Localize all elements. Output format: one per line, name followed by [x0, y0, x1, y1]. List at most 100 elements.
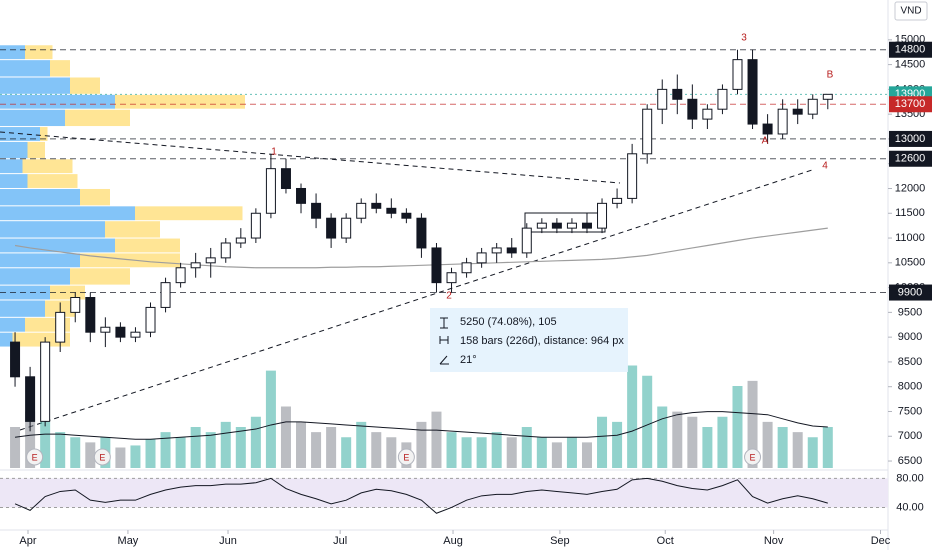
y-tick-label: 8500: [898, 356, 922, 368]
volume-bar: [597, 416, 608, 468]
profile-up: [0, 45, 25, 60]
candle-body: [431, 247, 442, 284]
candle-body: [687, 98, 698, 120]
wave-label: B: [827, 70, 834, 81]
volume-bar: [566, 437, 577, 468]
x-tick-label: Dec: [871, 535, 891, 547]
rsi-band: [0, 478, 888, 508]
candle-body: [446, 272, 457, 284]
y-tick-label: 9000: [898, 331, 922, 343]
x-tick-label: Nov: [764, 535, 784, 547]
candle-body: [371, 202, 382, 209]
candle-body: [145, 306, 156, 333]
volume-bar: [702, 427, 713, 468]
rsi-tick-label: 40.00: [896, 501, 924, 513]
event-marker: [93, 448, 111, 466]
volume-bar: [265, 370, 276, 468]
volume-bar: [70, 437, 81, 468]
volume-bar: [40, 421, 51, 468]
candle-body: [476, 252, 487, 264]
price-axis: VND 650070007500800085009000950010000105…: [888, 1, 932, 467]
wave-label: A: [762, 136, 769, 147]
candle-body: [175, 267, 186, 284]
candle-body: [672, 88, 683, 100]
profile-up: [0, 206, 135, 221]
x-tick-label: Jul: [333, 535, 347, 547]
candle-body: [566, 222, 577, 229]
candle-body: [807, 98, 818, 115]
profile-up: [0, 188, 80, 206]
candle-body: [100, 326, 111, 333]
profile-down: [115, 238, 180, 253]
y-tick-label: 7000: [898, 430, 922, 442]
profile-up: [0, 221, 105, 238]
volume-bar: [55, 432, 66, 468]
wave-label: 1: [271, 147, 277, 158]
candle-body: [280, 168, 291, 189]
x-tick-label: May: [118, 535, 139, 547]
profile-up: [0, 174, 28, 188]
profile-up: [0, 60, 50, 77]
trend-line: [19, 169, 813, 431]
profile-up: [0, 141, 28, 159]
volume-bar: [687, 416, 698, 468]
x-tick-label: Jun: [219, 535, 237, 547]
volume-bar: [521, 427, 532, 468]
candle-body: [762, 123, 773, 135]
volume-bar: [581, 442, 592, 468]
candle-body: [85, 297, 96, 333]
volume-bar: [416, 421, 427, 468]
event-marker: [397, 448, 415, 466]
measure-bg: [430, 308, 628, 372]
moving-average: [14, 227, 828, 269]
candle-body: [732, 59, 743, 90]
y-tick-label: 14500: [895, 59, 926, 71]
profile-down: [40, 127, 48, 141]
candle-body: [25, 376, 36, 422]
profile-up: [0, 253, 80, 268]
volume-bar: [627, 365, 638, 468]
profile-down: [70, 268, 130, 285]
x-tick-label: Oct: [657, 535, 674, 547]
price-label-box: [889, 150, 932, 167]
profile-down: [50, 60, 70, 77]
candle-body: [461, 262, 472, 274]
volume-bar: [220, 421, 231, 468]
price-label-box: [889, 96, 932, 113]
volume-bar: [792, 432, 803, 468]
candle-body: [205, 257, 216, 264]
measure-box: 5250 (74.08%), 105 158 bars (226d), dist…: [430, 308, 628, 372]
icon: [440, 317, 448, 329]
x-tick-label: Sep: [550, 535, 570, 547]
volume-bar: [536, 437, 547, 468]
candle-body: [386, 207, 397, 214]
price-label: 13000: [895, 133, 926, 145]
candle-body: [235, 237, 246, 244]
event-label: E: [403, 452, 409, 462]
volume-bar: [25, 411, 36, 468]
candle-body: [416, 217, 427, 249]
volume-bar: [85, 442, 96, 468]
profile-down: [105, 221, 160, 238]
profile-down: [27, 174, 78, 188]
profile-down: [50, 285, 85, 300]
profile-up: [0, 268, 70, 285]
candle-body: [612, 197, 623, 204]
candle-body: [581, 222, 592, 229]
wave-label: 4: [822, 161, 828, 172]
volume-bar: [822, 427, 833, 468]
profile-down: [22, 159, 73, 174]
volume-bar: [145, 439, 156, 468]
volume-bar: [175, 437, 186, 468]
y-tick-label: 7500: [898, 405, 922, 417]
volume-bar: [762, 421, 773, 468]
candle-body: [250, 212, 261, 239]
volume-bar: [296, 421, 307, 468]
event-marker: [26, 448, 44, 466]
volume-bar: [386, 437, 397, 468]
profile-down: [27, 141, 45, 159]
y-tick-label: 10500: [895, 257, 926, 269]
profile-up: [0, 300, 45, 317]
wave-label: 2: [446, 291, 452, 302]
